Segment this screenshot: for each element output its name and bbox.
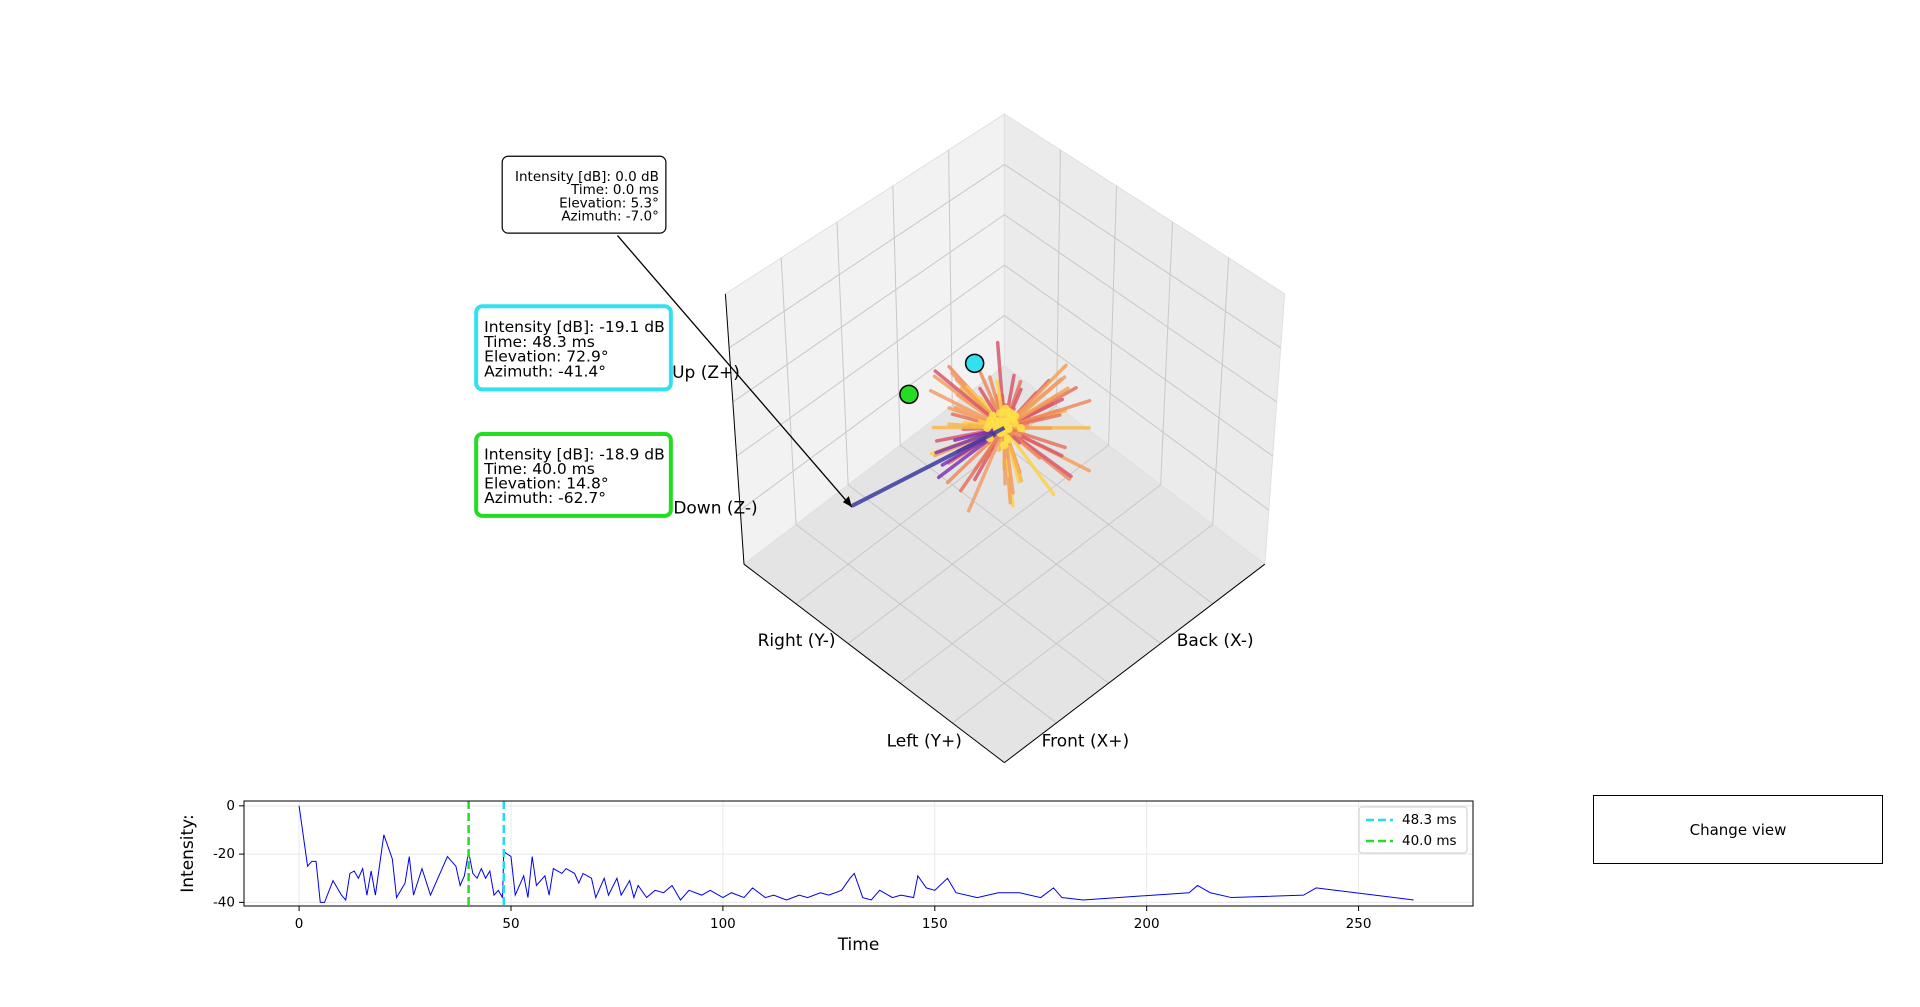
axis-label: Down (Z-) <box>673 498 757 518</box>
legend-label: 40.0 ms <box>1402 833 1457 849</box>
intensity-line <box>298 805 1414 903</box>
highlight-point <box>964 353 985 374</box>
ray-core <box>1010 419 1019 428</box>
pane-grid <box>899 444 1161 644</box>
annotation-line: Time: 48.3 ms <box>483 333 595 351</box>
legend-label: 48.3 ms <box>1402 812 1457 828</box>
pane-grid <box>739 315 1005 511</box>
ray-core <box>995 409 1004 418</box>
axis-line <box>724 293 745 565</box>
annotation-arrow <box>617 235 853 508</box>
ray <box>1002 426 1056 496</box>
highlight-point <box>899 384 919 405</box>
ray-core <box>1016 423 1025 432</box>
axis-label: Up (Z+) <box>672 363 740 383</box>
pane-grid <box>1055 150 1061 406</box>
ray <box>966 426 1007 513</box>
axis-label: Left (Y+) <box>887 732 962 752</box>
pane-grid <box>1160 221 1174 485</box>
y-tick-label: -20 <box>213 846 235 862</box>
annotation-line: Azimuth: -7.0° <box>561 209 659 225</box>
change-view-button[interactable]: Change view <box>1593 795 1883 864</box>
ray-core <box>985 420 994 429</box>
annotation-box <box>474 304 673 392</box>
pane-grid <box>780 257 797 525</box>
pane-grid <box>892 185 901 446</box>
direct-ray <box>850 426 1006 508</box>
pane-grid <box>1004 264 1274 457</box>
x-axis-label: Time <box>837 935 880 955</box>
pane-grid <box>836 221 849 485</box>
annotation-line: Azimuth: -62.7° <box>484 489 606 507</box>
ray-core <box>1004 415 1013 424</box>
x-tick-label: 150 <box>922 916 948 932</box>
x-tick-label: 200 <box>1134 916 1160 932</box>
pane-grid <box>736 264 1005 457</box>
annotation-line: Elevation: 5.3° <box>559 195 659 211</box>
pane-grid <box>732 214 1005 403</box>
pane-grid <box>1108 185 1117 446</box>
x-tick-label: 100 <box>710 916 736 932</box>
x-tick-label: 250 <box>1346 916 1372 932</box>
axis-label: Front (X+) <box>1042 732 1130 752</box>
plot-area <box>244 801 1473 906</box>
ray-core <box>1000 441 1009 450</box>
annotation-box <box>474 432 673 518</box>
ray-core <box>1003 434 1012 443</box>
axis-line <box>743 563 1005 763</box>
plot-frame <box>243 800 1474 907</box>
annotation-line: Elevation: 72.9° <box>484 348 608 366</box>
pane-grid <box>728 164 1005 349</box>
x-tick-label: 50 <box>502 916 519 932</box>
pane-grid <box>1004 214 1277 403</box>
pane-grid <box>948 150 953 406</box>
axis-line <box>1004 563 1266 763</box>
ray-core <box>1011 411 1020 420</box>
pane-grid <box>1212 257 1230 525</box>
ray <box>959 426 1007 493</box>
pane-grid <box>847 484 1109 684</box>
ray-core <box>992 416 1001 425</box>
annotation-line: Azimuth: -41.4° <box>484 362 606 380</box>
annotation-line: Intensity [dB]: 0.0 dB <box>515 169 659 185</box>
annotation-line: Time: 40.0 ms <box>483 460 595 478</box>
axis-label: Right (Y-) <box>758 631 836 651</box>
pane-grid <box>1004 164 1281 349</box>
pane-grid <box>899 484 1161 684</box>
annotation-line: Intensity [dB]: -18.9 dB <box>484 446 665 464</box>
x-tick-label: 0 <box>295 916 304 932</box>
pane-grid <box>1004 315 1270 511</box>
annotation-line: Time: 0.0 ms <box>570 182 659 198</box>
annotation-box <box>501 155 667 234</box>
ray-core <box>1005 408 1014 417</box>
annotation-line: Elevation: 14.8° <box>484 475 608 493</box>
pane-grid <box>795 524 1057 724</box>
annotation-line: Intensity [dB]: -19.1 dB <box>484 318 665 336</box>
y-tick-label: -40 <box>213 894 235 910</box>
pane-grid <box>952 524 1214 724</box>
y-axis-label: Intensity: <box>178 814 198 892</box>
y-tick-label: 0 <box>226 798 235 814</box>
pane-grid <box>847 444 1109 644</box>
axis-label: Back (X-) <box>1177 631 1254 651</box>
arrow-head <box>842 496 852 508</box>
